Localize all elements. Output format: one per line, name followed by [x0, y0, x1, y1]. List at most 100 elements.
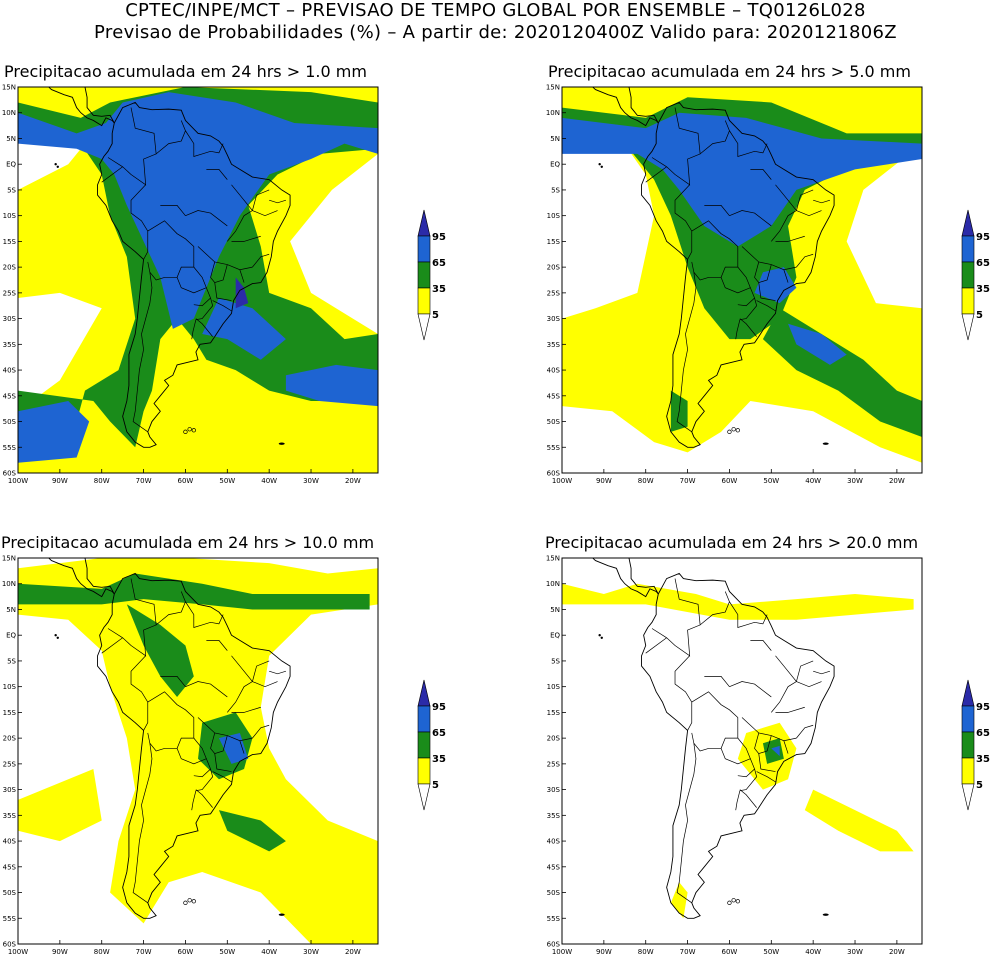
country-border [651, 578, 701, 657]
south-america-coastline [97, 572, 291, 919]
lon-tick-label: 30W [303, 948, 319, 956]
country-border [130, 184, 149, 260]
island [191, 899, 196, 904]
country-border [155, 120, 186, 155]
lon-tick-label: 70W [136, 477, 152, 485]
legend-top-triangle [417, 209, 431, 237]
legend-swatch [417, 757, 431, 785]
lat-tick-label: 35S [547, 812, 561, 820]
lat-tick-label: 30S [547, 786, 561, 794]
legend-level-label: 95 [432, 702, 446, 713]
lat-tick-label: 15S [547, 709, 561, 717]
lat-tick-label: 5N [550, 606, 560, 614]
country-border [185, 601, 224, 628]
country-border [735, 297, 758, 340]
country-border [132, 272, 153, 433]
country-border [132, 743, 153, 904]
south-america-coastline [641, 572, 835, 919]
legend-swatch [417, 287, 431, 315]
lat-tick-label: 20S [3, 264, 17, 272]
map-frame [17, 86, 379, 474]
lat-tick-label: 30S [3, 786, 17, 794]
lat-tick-label: 20S [547, 264, 561, 272]
lat-tick-label: 5N [6, 135, 16, 143]
country-border [191, 297, 214, 340]
south-america-coastline [641, 101, 835, 448]
lon-tick-label: 40W [261, 948, 277, 956]
island [600, 636, 603, 639]
lat-tick-label: 10N [2, 109, 16, 117]
country-border [107, 578, 157, 657]
lat-tick-label: 25S [3, 289, 17, 297]
panel-4-title: Precipitacao acumulada em 24 hrs > 20.0 … [545, 533, 919, 552]
lon-tick-label: 20W [889, 477, 905, 485]
country-border [756, 771, 776, 783]
lat-tick-label: 30S [547, 315, 561, 323]
legend-swatch [961, 261, 975, 289]
lon-tick-label: 50W [219, 477, 235, 485]
legend-swatch [417, 261, 431, 289]
country-border [239, 269, 245, 283]
lon-tick-label: 50W [219, 948, 235, 956]
lon-tick-label: 100W [552, 948, 572, 956]
country-border [729, 130, 768, 157]
country-border [191, 768, 214, 811]
country-border [252, 724, 270, 739]
country-border [252, 253, 270, 268]
country-border [729, 681, 772, 698]
lon-tick-label: 70W [680, 477, 696, 485]
lon-tick-label: 30W [847, 948, 863, 956]
country-border [251, 189, 278, 217]
prob-area-7 [235, 277, 249, 309]
country-border [704, 205, 730, 216]
panel-3-title: Precipitacao acumulada em 24 hrs > 10.0 … [1, 533, 375, 552]
legend-level-label: 5 [976, 780, 983, 791]
lat-tick-label: EQ [6, 632, 16, 640]
country-border [771, 184, 797, 242]
country-border [185, 210, 228, 227]
lat-tick-label: 60S [3, 941, 17, 949]
island [598, 163, 601, 166]
island [598, 634, 601, 637]
country-border [756, 300, 776, 312]
map-panel-1: 15N 10N 5N EQ 5S 10S 15S 20S 25S 30S 35S 40S 45S 50S 5… [2, 84, 379, 485]
country-border [195, 789, 213, 808]
legend-bottom-triangle [417, 783, 431, 811]
lon-tick-label: 90W [52, 477, 68, 485]
legend-level-label: 35 [432, 754, 446, 765]
lon-tick-label: 40W [805, 948, 821, 956]
lat-tick-label: 50S [3, 889, 17, 897]
lat-tick-label: 45S [547, 392, 561, 400]
legend-level-label: 65 [432, 728, 446, 739]
island [56, 165, 59, 168]
country-border [674, 655, 693, 731]
legend-level-label: 35 [976, 754, 990, 765]
header-title-line2: Previsao de Probabilidades (%) – A parti… [94, 22, 897, 43]
lat-tick-label: 45S [3, 863, 17, 871]
country-border [775, 235, 805, 242]
country-border [227, 184, 253, 242]
island [731, 898, 736, 903]
country-border [206, 168, 228, 180]
prob-area-4 [126, 604, 194, 697]
prob-area-4 [202, 298, 286, 360]
lat-tick-label: 50S [3, 418, 17, 426]
legend-top-triangle [417, 679, 431, 707]
lat-tick-label: EQ [550, 161, 560, 169]
country-border [796, 724, 814, 739]
lat-tick-label: 40S [547, 367, 561, 375]
lon-tick-label: 80W [94, 477, 110, 485]
legend-swatch [417, 705, 431, 733]
legend-bottom-triangle [961, 313, 975, 341]
legend-swatch [961, 705, 975, 733]
country-border [735, 768, 758, 811]
island [54, 634, 57, 637]
lat-tick-label: 40S [547, 838, 561, 846]
country-border [645, 166, 667, 183]
country-border [251, 660, 278, 688]
central-america-coastline [562, 558, 659, 598]
lat-tick-label: 5N [6, 606, 16, 614]
country-border [269, 670, 287, 675]
prob-area-1 [18, 558, 378, 944]
lat-tick-label: 55S [3, 915, 17, 923]
